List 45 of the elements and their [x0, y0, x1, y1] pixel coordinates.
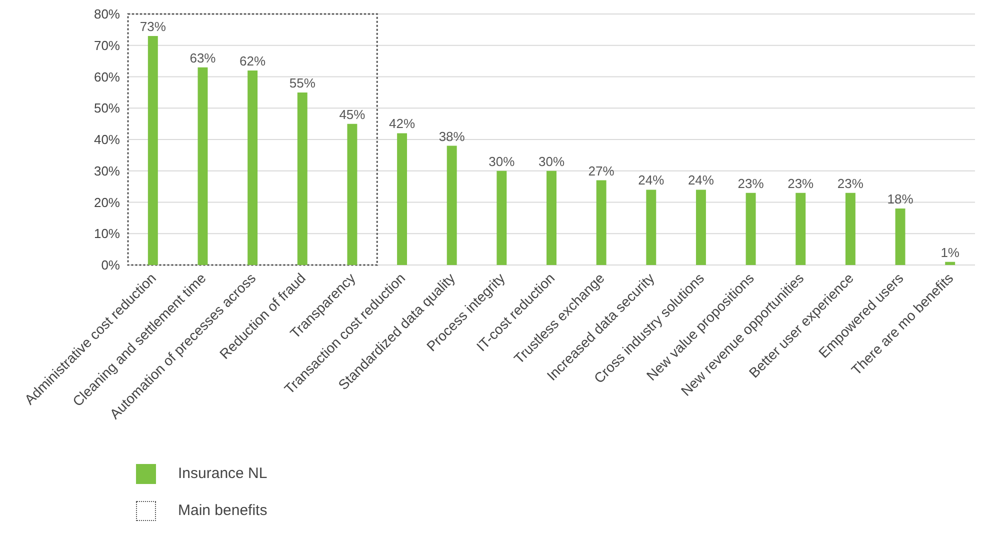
data-label: 30%	[488, 154, 516, 169]
data-label: 38%	[438, 128, 466, 144]
data-label: 23%	[837, 176, 864, 191]
y-tick-label: 80%	[94, 6, 120, 22]
bar	[198, 67, 208, 265]
y-tick-label: 70%	[94, 38, 120, 53]
bar	[446, 146, 457, 265]
data-label: 55%	[289, 75, 316, 90]
bar	[496, 170, 507, 265]
legend-label: Insurance NL	[178, 465, 268, 482]
data-label: 63%	[190, 50, 216, 66]
data-label: 23%	[738, 176, 764, 191]
bar	[148, 36, 158, 265]
bar	[845, 192, 856, 265]
bar	[945, 262, 956, 265]
y-tick-label: 40%	[94, 132, 120, 148]
bar	[596, 180, 606, 265]
bar	[895, 208, 906, 265]
data-label: 42%	[389, 116, 416, 132]
y-tick-label: 0%	[101, 258, 120, 273]
data-label: 62%	[240, 53, 266, 68]
bar	[248, 70, 258, 265]
data-label: 27%	[588, 163, 615, 178]
y-tick-label: 30%	[94, 163, 120, 178]
data-label: 24%	[688, 172, 714, 188]
data-label: 45%	[339, 106, 366, 122]
bar	[696, 190, 706, 265]
bar	[397, 133, 408, 265]
y-tick-label: 60%	[94, 69, 120, 84]
data-label: 73%	[140, 18, 166, 34]
y-tick-label: 10%	[94, 226, 120, 242]
data-label: 24%	[638, 172, 665, 188]
data-label: 23%	[788, 176, 814, 191]
bar	[646, 190, 656, 265]
y-tick-label: 50%	[94, 100, 120, 116]
bar	[746, 192, 756, 265]
text: Main benefits	[178, 502, 268, 519]
bar	[546, 170, 556, 265]
data-label: 1%	[940, 244, 960, 260]
bar	[347, 124, 358, 265]
data-label: 30%	[538, 154, 565, 169]
y-tick-label: 20%	[94, 194, 120, 210]
bar	[796, 192, 806, 265]
data-label: 18%	[887, 192, 914, 207]
bar	[297, 92, 308, 265]
